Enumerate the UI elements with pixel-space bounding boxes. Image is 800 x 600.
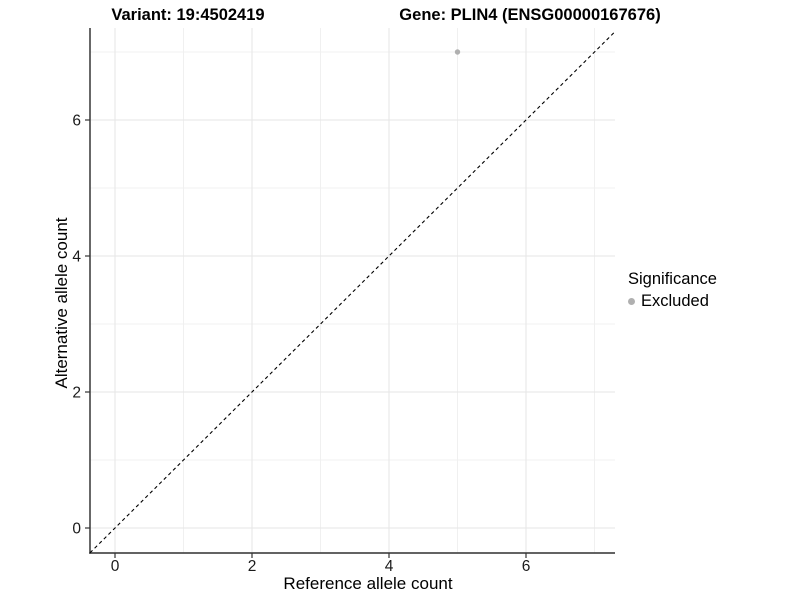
x-tick-label: 4 (385, 558, 394, 575)
plot-title-variant: Variant: 19:4502419 (111, 6, 265, 24)
x-tick-label: 6 (522, 558, 531, 575)
identity-dashed-line (89, 31, 616, 554)
y-axis-title: Alternative allele count (52, 217, 71, 389)
y-tick-label: 4 (72, 249, 81, 266)
legend-item-excluded: Excluded (628, 292, 717, 311)
legend: Significance Excluded (628, 270, 717, 311)
excluded-point-swatch (628, 298, 635, 305)
data-point (454, 49, 461, 55)
legend-item-label: Excluded (641, 292, 709, 310)
plot-title-gene: Gene: PLIN4 (ENSG00000167676) (399, 6, 661, 24)
x-tick-label: 0 (111, 558, 120, 575)
x-axis-title: Reference allele count (283, 574, 453, 593)
y-tick-label: 6 (72, 113, 81, 130)
legend-title: Significance (628, 270, 717, 288)
y-tick-label: 2 (72, 385, 81, 402)
x-tick-label: 2 (248, 558, 257, 575)
y-tick-label: 0 (72, 521, 81, 538)
